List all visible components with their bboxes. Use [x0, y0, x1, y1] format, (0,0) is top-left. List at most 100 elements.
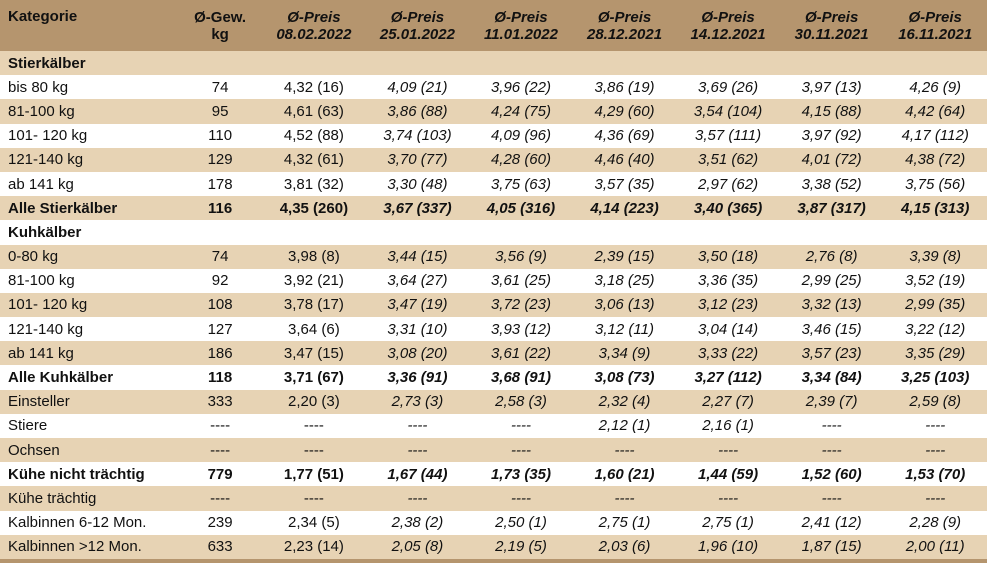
row-label: 81-100 kg — [8, 272, 75, 290]
price-cell: 4,26 (9) — [909, 78, 962, 96]
weight-cell: 74 — [211, 248, 229, 266]
price-cell: 3,44 (15) — [387, 248, 448, 266]
header-price-label: Ø-Preis — [494, 8, 548, 26]
price-cell: 3,50 (18) — [698, 248, 759, 266]
weight-cell: ---- — [210, 441, 231, 459]
header-price-label: Ø-Preis — [701, 8, 755, 26]
bottom-bar-cell — [0, 559, 987, 563]
header-price-0: Ø-Preis 08.02.2022 — [262, 0, 366, 51]
weight-cell: 633 — [207, 538, 233, 556]
price-cell: 2,99 (25) — [801, 272, 862, 290]
price-cell: 3,57 (23) — [801, 344, 862, 362]
price-cell: 3,38 (52) — [801, 175, 862, 193]
row-label: 101- 120 kg — [8, 127, 88, 145]
table-row: bis 80 kg 74 4,32 (16) 4,09 (21) 3,96 (22) 3,… — [0, 75, 987, 100]
price-cell: ---- — [407, 417, 428, 435]
row-label: Ochsen — [8, 441, 60, 459]
price-cell: 2,39 (15) — [594, 248, 655, 266]
price-cell: 2,73 (3) — [391, 393, 444, 411]
price-cell: ---- — [303, 441, 324, 459]
table-row: ab 141 kg 186 3,47 (15) 3,08 (20) 3,61 (22) 3… — [0, 341, 987, 366]
price-cell: 3,34 (9) — [598, 344, 651, 362]
table-row: 81-100 kg 92 3,92 (21) 3,64 (27) 3,61 (25) 3,… — [0, 268, 987, 293]
price-cell: 4,46 (40) — [594, 151, 655, 169]
price-cell: 4,32 (61) — [283, 151, 344, 169]
table-row: Kalbinnen 6-12 Mon. 239 2,34 (5) 2,38 (2) 2,… — [0, 510, 987, 535]
bottom-bar — [0, 558, 987, 563]
price-cell: 4,14 (223) — [590, 199, 659, 217]
price-cell: 3,75 (63) — [490, 175, 551, 193]
price-cell: 1,60 (21) — [594, 465, 655, 483]
price-cell: 1,77 (51) — [283, 465, 344, 483]
price-cell: 3,98 (8) — [288, 248, 340, 266]
section-header-row: Stierkälber — [0, 51, 987, 76]
price-cell: 3,69 (26) — [698, 78, 759, 96]
price-cell: 3,34 (84) — [801, 369, 862, 387]
price-cell: 1,73 (35) — [490, 465, 551, 483]
price-cell: 3,86 (88) — [387, 102, 448, 120]
price-cell: 4,09 (21) — [387, 78, 448, 96]
weight-cell: 116 — [207, 199, 233, 217]
price-cell: ---- — [821, 441, 842, 459]
header-price-date: 25.01.2022 — [379, 25, 455, 43]
price-cell: 3,46 (15) — [801, 320, 862, 338]
price-cell: 4,42 (64) — [905, 102, 966, 120]
price-cell: ---- — [718, 441, 739, 459]
price-cell: ---- — [718, 489, 739, 507]
table-header: Kategorie Ø-Gew. kg Ø-Preis 08.02.2022 Ø-… — [0, 0, 987, 51]
row-label: Kalbinnen 6-12 Mon. — [8, 514, 147, 532]
price-cell: 4,15 (313) — [901, 199, 970, 217]
price-cell: ---- — [407, 489, 428, 507]
price-cell: 2,16 (1) — [702, 417, 754, 435]
price-cell: ---- — [925, 441, 946, 459]
price-cell: ---- — [510, 489, 531, 507]
price-cell: 2,97 (62) — [698, 175, 759, 193]
price-cell: 2,03 (6) — [598, 538, 651, 556]
price-cell: ---- — [925, 417, 946, 435]
header-price-2: Ø-Preis 11.01.2022 — [469, 0, 573, 51]
price-cell: 3,81 (32) — [283, 175, 344, 193]
header-price-date: 30.11.2021 — [794, 25, 869, 43]
price-cell: 2,75 (1) — [702, 514, 754, 532]
price-cell: 4,05 (316) — [486, 199, 556, 217]
table-row: 121-140 kg 129 4,32 (61) 3,70 (77) 4,28 (60)… — [0, 147, 987, 172]
price-cell: 2,32 (4) — [598, 393, 651, 411]
price-cell: 3,75 (56) — [905, 175, 966, 193]
price-cell: ---- — [821, 489, 842, 507]
price-cell: 2,59 (8) — [909, 393, 962, 411]
price-cell: ---- — [303, 489, 324, 507]
price-cell: 3,92 (21) — [283, 272, 344, 290]
table-row: Kühe trächtig ---- ---- ---- ---- ---- ---- ---… — [0, 486, 987, 511]
row-label: 101- 120 kg — [8, 296, 88, 314]
table-row: 101- 120 kg 110 4,52 (88) 3,74 (103) 4,09 (9… — [0, 123, 987, 148]
price-cell: 1,52 (60) — [801, 465, 862, 483]
weight-cell: 95 — [211, 102, 229, 120]
header-price-5: Ø-Preis 30.11.2021 — [780, 0, 884, 51]
price-cell: 3,97 (92) — [801, 127, 862, 145]
table-body: Stierkälber bis 80 kg 74 4,32 (16) 4,09 (21)… — [0, 51, 987, 563]
price-cell: 3,64 (6) — [288, 320, 340, 338]
price-cell: 4,09 (96) — [490, 127, 551, 145]
header-price-date: 08.02.2022 — [276, 25, 352, 43]
row-label: Alle Stierkälber — [8, 199, 118, 217]
row-label: 121-140 kg — [8, 151, 84, 169]
weight-cell: 118 — [207, 369, 233, 387]
weight-cell: 129 — [207, 151, 233, 169]
price-cell: 2,38 (2) — [391, 514, 444, 532]
table-row: Einsteller 333 2,20 (3) 2,73 (3) 2,58 (3) 2,3… — [0, 389, 987, 414]
price-cell: 2,19 (5) — [495, 538, 547, 556]
price-cell: ---- — [303, 417, 324, 435]
table-row: 0-80 kg 74 3,98 (8) 3,44 (15) 3,56 (9) 2,39 (… — [0, 244, 987, 269]
table-row: ab 141 kg 178 3,81 (32) 3,30 (48) 3,75 (63) 3… — [0, 171, 987, 197]
row-label: Alle Kuhkälber — [8, 369, 114, 387]
header-price-date: 16.11.2021 — [898, 25, 973, 43]
weight-cell: ---- — [210, 417, 231, 435]
table-row: 121-140 kg 127 3,64 (6) 3,31 (10) 3,93 (12) 3… — [0, 317, 987, 342]
header-category: Kategorie — [8, 8, 78, 25]
price-cell: 3,97 (13) — [801, 78, 862, 96]
price-cell: 3,61 (25) — [490, 272, 551, 290]
price-cell: 3,67 (337) — [383, 199, 452, 217]
price-cell: 4,35 (260) — [279, 199, 349, 217]
price-cell: 4,36 (69) — [594, 127, 655, 145]
